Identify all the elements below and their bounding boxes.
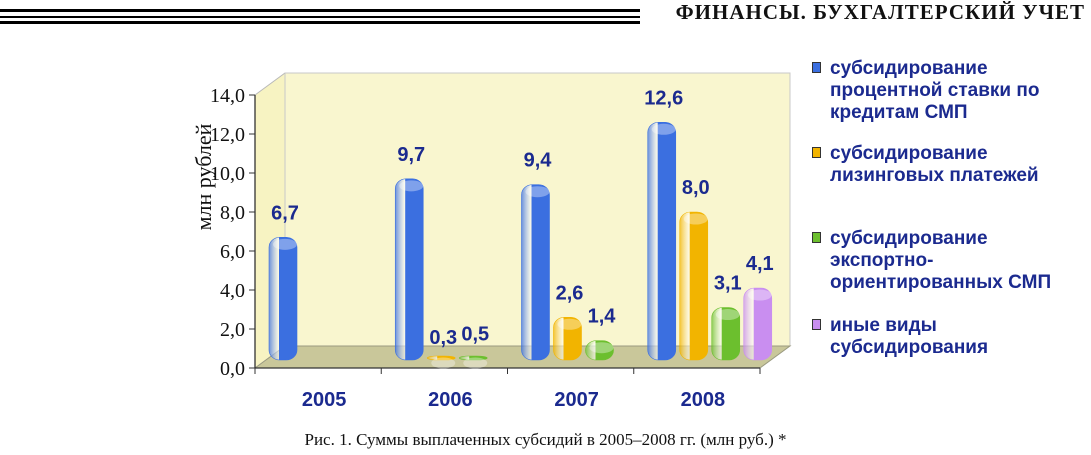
bar-cap bbox=[273, 238, 297, 250]
bar bbox=[426, 355, 456, 361]
data-label: 12,6 bbox=[644, 87, 683, 109]
bar bbox=[647, 122, 677, 361]
x-tick-label: 2008 bbox=[681, 389, 726, 411]
bar bbox=[458, 355, 488, 361]
y-tick-label: 2,0 bbox=[220, 319, 245, 341]
bar-cap bbox=[651, 123, 676, 135]
header-rule-bottom bbox=[0, 21, 640, 24]
bar bbox=[394, 178, 424, 361]
bar-cap bbox=[431, 357, 456, 369]
bar bbox=[585, 340, 614, 361]
bar-cap bbox=[463, 357, 488, 369]
data-label: 1,4 bbox=[588, 306, 617, 328]
y-tick-label: 6,0 bbox=[220, 241, 245, 263]
legend-swatch bbox=[812, 232, 821, 243]
legend-swatch bbox=[812, 147, 821, 158]
page-header-title: ФИНАНСЫ. БУХГАЛТЕРСКИЙ УЧЕТ bbox=[675, 0, 1085, 24]
x-tick-label: 2005 bbox=[302, 389, 347, 411]
x-tick-label: 2006 bbox=[428, 389, 473, 411]
bar-cap bbox=[557, 318, 582, 330]
legend-label: иные виды субсидирования bbox=[830, 315, 989, 358]
bar bbox=[553, 316, 582, 361]
legend-swatch bbox=[812, 319, 821, 330]
bar-cap bbox=[399, 180, 424, 192]
data-label: 9,4 bbox=[524, 150, 553, 172]
legend-label: субсидирование процентной ставки по кред… bbox=[830, 58, 1040, 123]
y-tick-label: 12,0 bbox=[210, 124, 245, 146]
bar bbox=[679, 211, 709, 361]
header-rule-top bbox=[0, 9, 640, 12]
bar bbox=[268, 237, 298, 361]
y-tick-label: 8,0 bbox=[220, 202, 245, 224]
bar bbox=[743, 287, 773, 361]
data-label: 3,1 bbox=[714, 273, 742, 295]
header-rule-middle bbox=[0, 16, 640, 18]
data-label: 6,7 bbox=[271, 202, 299, 224]
data-label: 0,3 bbox=[429, 327, 457, 349]
bar-cap bbox=[525, 186, 550, 198]
legend-swatch bbox=[812, 62, 821, 73]
data-label: 2,6 bbox=[556, 282, 584, 304]
legend-label: субсидирование экспортно-ориентированных… bbox=[830, 228, 1052, 293]
y-tick-label: 10,0 bbox=[210, 163, 245, 185]
data-label: 9,7 bbox=[397, 144, 425, 166]
x-tick-label: 2007 bbox=[554, 389, 599, 411]
y-tick-label: 4,0 bbox=[220, 280, 245, 302]
data-label: 8,0 bbox=[682, 177, 710, 199]
bar-cap bbox=[715, 309, 740, 321]
y-axis-label: млн рублей bbox=[191, 123, 216, 231]
bar bbox=[711, 307, 741, 361]
bar-cap bbox=[747, 289, 772, 301]
data-label: 4,1 bbox=[746, 253, 774, 275]
bar bbox=[521, 184, 550, 361]
figure-caption: Рис. 1. Суммы выплаченных субсидий в 200… bbox=[304, 430, 787, 449]
bar-cap bbox=[683, 213, 708, 225]
y-tick-label: 0,0 bbox=[220, 358, 245, 380]
y-tick-label: 14,0 bbox=[210, 85, 245, 107]
data-label: 0,5 bbox=[461, 323, 489, 345]
legend-label: субсидирование лизинговых платежей bbox=[830, 143, 1039, 186]
bar-cap bbox=[589, 342, 614, 354]
